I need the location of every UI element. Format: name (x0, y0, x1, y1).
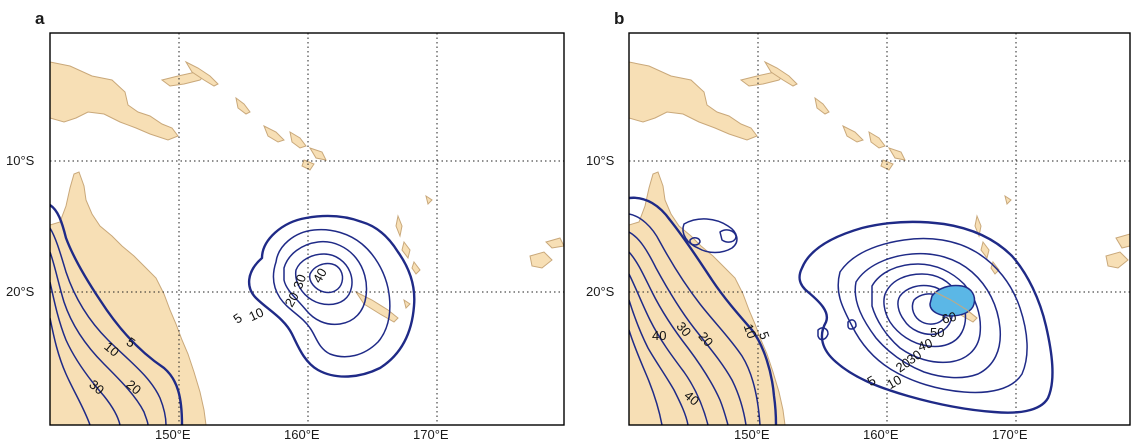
panel-a-contour-label-10: 10 (246, 304, 265, 324)
panel-b-lon-170e: 170°E (992, 427, 1028, 442)
fiji-land-1-b (1105, 251, 1129, 269)
panel-b-contour-label-40: 40 (916, 335, 935, 354)
new-caledonia-land (354, 290, 399, 323)
panel-a-contour-label-20: 20 (282, 290, 302, 310)
panel-b-contour-label-5: 5 (865, 372, 879, 389)
solomon-islands-land-3-b (887, 147, 906, 161)
vanuatu-land-1-b (974, 214, 982, 238)
solomon-islands-land-2-b (868, 130, 886, 149)
panel-a-lon-160e: 160°E (284, 427, 320, 442)
panel-b-nc-contours (798, 220, 1054, 414)
panel-a-grid (50, 33, 564, 425)
panel-b-contour-label-50: 50 (930, 325, 944, 340)
new-ireland-land (184, 60, 219, 87)
solomon-islands-land-1-b (842, 124, 864, 143)
solomon-islands-land-3 (308, 147, 327, 161)
panel-a-map: 5 10 20 30 40 5 10 20 30 (50, 33, 564, 425)
panel-b-lat-20s: 20°S (586, 284, 615, 299)
santa-cruz-land-b (1004, 194, 1012, 205)
panel-b-contour-label-40-aus: 40 (652, 328, 666, 343)
new-ireland-land-b (763, 60, 798, 87)
panel-a-contour-labels: 5 10 20 30 40 5 10 20 30 (86, 266, 329, 398)
fiji-land-2-b (1115, 233, 1130, 249)
panel-b-lon-150e: 150°E (734, 427, 770, 442)
new-caledonia-overlay-b (934, 291, 978, 319)
panel-a-lat-20s: 20°S (6, 284, 35, 299)
panel-b-lon-160e: 160°E (863, 427, 899, 442)
bougainville-land (235, 96, 251, 115)
panel-a-frame (49, 32, 565, 426)
fiji-land-2 (545, 237, 564, 249)
panel-b-label: b (614, 9, 625, 28)
panel-b-map: 60 50 40 30 20 10 5 40 30 20 10 5 40 (629, 33, 1130, 425)
panel-b-lat-10s: 10°S (586, 153, 615, 168)
australia-land (50, 171, 207, 425)
panel-b-contour-label-60: 60 (940, 309, 958, 327)
panel-b-contour-label-10: 10 (884, 372, 904, 392)
australia-land-b (629, 171, 786, 425)
panel-b-frame (628, 32, 1131, 426)
loyalty-islands-land (403, 298, 411, 309)
panel-b-contour-labels: 60 50 40 30 20 10 5 40 30 20 10 5 40 (652, 309, 958, 409)
panel-a-lat-10s: 10°S (6, 153, 35, 168)
fiji-land-1 (529, 251, 553, 269)
new-guinea-land (50, 61, 179, 141)
panel-a-nc-contours (248, 214, 416, 378)
vanuatu-land-3 (411, 260, 421, 275)
panel-b-contour-label-5-aus: 5 (756, 330, 773, 342)
panel-b-contour-label-10-aus: 10 (741, 322, 760, 341)
vanuatu-land-2-b (980, 240, 990, 260)
solomon-islands-land-2 (289, 130, 307, 149)
panel-a-label: a (35, 9, 45, 28)
panel-a-contour-label-30: 30 (290, 272, 309, 291)
panel-b-australia-contours (629, 196, 778, 425)
bougainville-land-b (814, 96, 830, 115)
vanuatu-land-2 (401, 240, 411, 260)
new-guinea-land-b (629, 61, 758, 141)
solomon-islands-land-1 (263, 124, 285, 143)
panel-b-contour-label-30: 30 (904, 347, 924, 368)
panel-a-lon-170e: 170°E (413, 427, 449, 442)
panel-a-land (50, 60, 564, 425)
panel-b-contour-label-20: 20 (893, 355, 913, 376)
panel-a-australia-contours (50, 203, 184, 425)
santa-cruz-land (425, 194, 433, 205)
panel-a-contour-label-40: 40 (310, 266, 330, 286)
panel-a-lon-150e: 150°E (155, 427, 191, 442)
vanuatu-land-1 (395, 214, 403, 238)
